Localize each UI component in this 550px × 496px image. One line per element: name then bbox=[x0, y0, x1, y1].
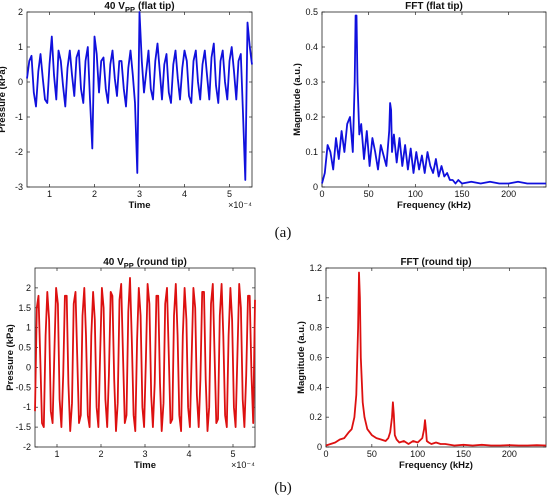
y-tick-label: 1 bbox=[317, 293, 322, 303]
x-tick-label: 1 bbox=[54, 449, 59, 459]
y-tick-label: -1.5 bbox=[15, 422, 31, 432]
chart-title-main: 40 V bbox=[103, 257, 124, 268]
chart-title-main: 40 V bbox=[104, 1, 125, 12]
y-tick-label: 0.1 bbox=[305, 147, 318, 157]
y-tick-label: -0.5 bbox=[15, 382, 31, 392]
chart-title: FFT (flat tip) bbox=[405, 1, 463, 12]
x-tick-label: 3 bbox=[142, 449, 147, 459]
y-tick-label: -3 bbox=[15, 182, 23, 192]
chart-title-subscript: PP bbox=[125, 5, 135, 14]
x-axis-label: Frequency (kHz) bbox=[399, 460, 473, 471]
x-tick-label: 0 bbox=[319, 189, 324, 199]
chart-title-subscript: PP bbox=[124, 261, 134, 270]
plot-frame bbox=[321, 11, 547, 188]
chart-title-rest: (round tip) bbox=[137, 257, 187, 268]
y-axis-label: Magnitude (a.u.) bbox=[292, 63, 303, 136]
y-axis-label: Magnitude (a.u.) bbox=[296, 321, 307, 394]
chart-3: FFT (round tip) 0 50 100 150 200 0 0.2 0.4 0.6 0.8… bbox=[296, 257, 547, 471]
series-line bbox=[26, 11, 253, 181]
x-tick-label: 4 bbox=[182, 189, 187, 199]
series-line bbox=[325, 271, 547, 447]
chart-1: FFT (flat tip) 0 50 100 150 200 0 0.1 0.2 0.3 0.4 0… bbox=[292, 1, 547, 211]
y-tick-label: 0.4 bbox=[305, 42, 318, 52]
y-tick-label: 1 bbox=[26, 323, 31, 333]
x-tick-label: 50 bbox=[367, 449, 377, 459]
y-tick-label: 0 bbox=[18, 77, 23, 87]
x-tick-label: 100 bbox=[408, 189, 423, 199]
y-tick-label: 0.3 bbox=[305, 77, 318, 87]
y-tick-label: -2 bbox=[23, 442, 31, 452]
y-tick-label: 0 bbox=[26, 362, 31, 372]
x-tick-label: 1 bbox=[47, 189, 52, 199]
x-exponent-label: ×10⁻⁴ bbox=[231, 460, 255, 470]
x-tick-label: 50 bbox=[364, 189, 374, 199]
x-tick-label: 2 bbox=[98, 449, 103, 459]
x-tick-label: 200 bbox=[502, 449, 517, 459]
panel-label-b: (b) bbox=[274, 480, 292, 496]
x-tick-label: 0 bbox=[323, 449, 328, 459]
x-tick-label: 150 bbox=[454, 189, 469, 199]
y-tick-label: 0.4 bbox=[309, 382, 322, 392]
panel-label-a: (a) bbox=[275, 225, 292, 241]
y-tick-label: 1.2 bbox=[309, 263, 322, 273]
x-axis-label: Time bbox=[128, 200, 150, 211]
x-tick-label: 3 bbox=[137, 189, 142, 199]
y-tick-label: 0.5 bbox=[18, 343, 31, 353]
chart-title-rest: (flat tip) bbox=[138, 1, 175, 12]
x-tick-label: 100 bbox=[410, 449, 425, 459]
chart-title: 40 VPP (flat tip) bbox=[104, 1, 174, 14]
x-tick-label: 150 bbox=[456, 449, 471, 459]
y-tick-label: 0.2 bbox=[309, 412, 322, 422]
series-line bbox=[321, 14, 546, 185]
x-exponent-label: ×10⁻⁴ bbox=[228, 200, 252, 210]
y-tick-label: 0.5 bbox=[305, 7, 318, 17]
y-tick-label: 0.2 bbox=[305, 112, 318, 122]
y-tick-label: 0.8 bbox=[309, 323, 322, 333]
chart-title: 40 VPP (round tip) bbox=[103, 257, 187, 270]
x-axis-label: Time bbox=[134, 460, 156, 471]
y-tick-label: -2 bbox=[15, 147, 23, 157]
y-tick-label: 2 bbox=[26, 283, 31, 293]
y-tick-label: 1 bbox=[18, 42, 23, 52]
y-tick-label: 0.6 bbox=[309, 353, 322, 363]
y-tick-label: 0 bbox=[313, 182, 318, 192]
y-tick-label: 0 bbox=[317, 442, 322, 452]
chart-2: 40 VPP (round tip) 1 2 3 4 5 -2 -1.5 -1 -0.5 0 0.5 1 1… bbox=[5, 257, 256, 471]
series-line bbox=[34, 276, 256, 433]
x-tick-label: 200 bbox=[501, 189, 516, 199]
x-tick-label: 5 bbox=[230, 449, 235, 459]
y-tick-label: 2 bbox=[18, 7, 23, 17]
y-tick-label: -1 bbox=[15, 112, 23, 122]
x-tick-label: 4 bbox=[186, 449, 191, 459]
y-tick-label: 1.5 bbox=[18, 303, 31, 313]
x-tick-label: 2 bbox=[92, 189, 97, 199]
y-axis-label: Pressure (kPa) bbox=[0, 66, 8, 133]
x-tick-label: 5 bbox=[227, 189, 232, 199]
chart-0: 40 VPP (flat tip) 1 2 3 4 5 -3 -2 -1 0 1 2 Time Pressu… bbox=[0, 1, 253, 211]
chart-title: FFT (round tip) bbox=[400, 257, 471, 268]
y-axis-label: Pressure (kPa) bbox=[5, 324, 16, 391]
y-tick-label: -1 bbox=[23, 402, 31, 412]
x-axis-label: Frequency (kHz) bbox=[397, 200, 471, 211]
